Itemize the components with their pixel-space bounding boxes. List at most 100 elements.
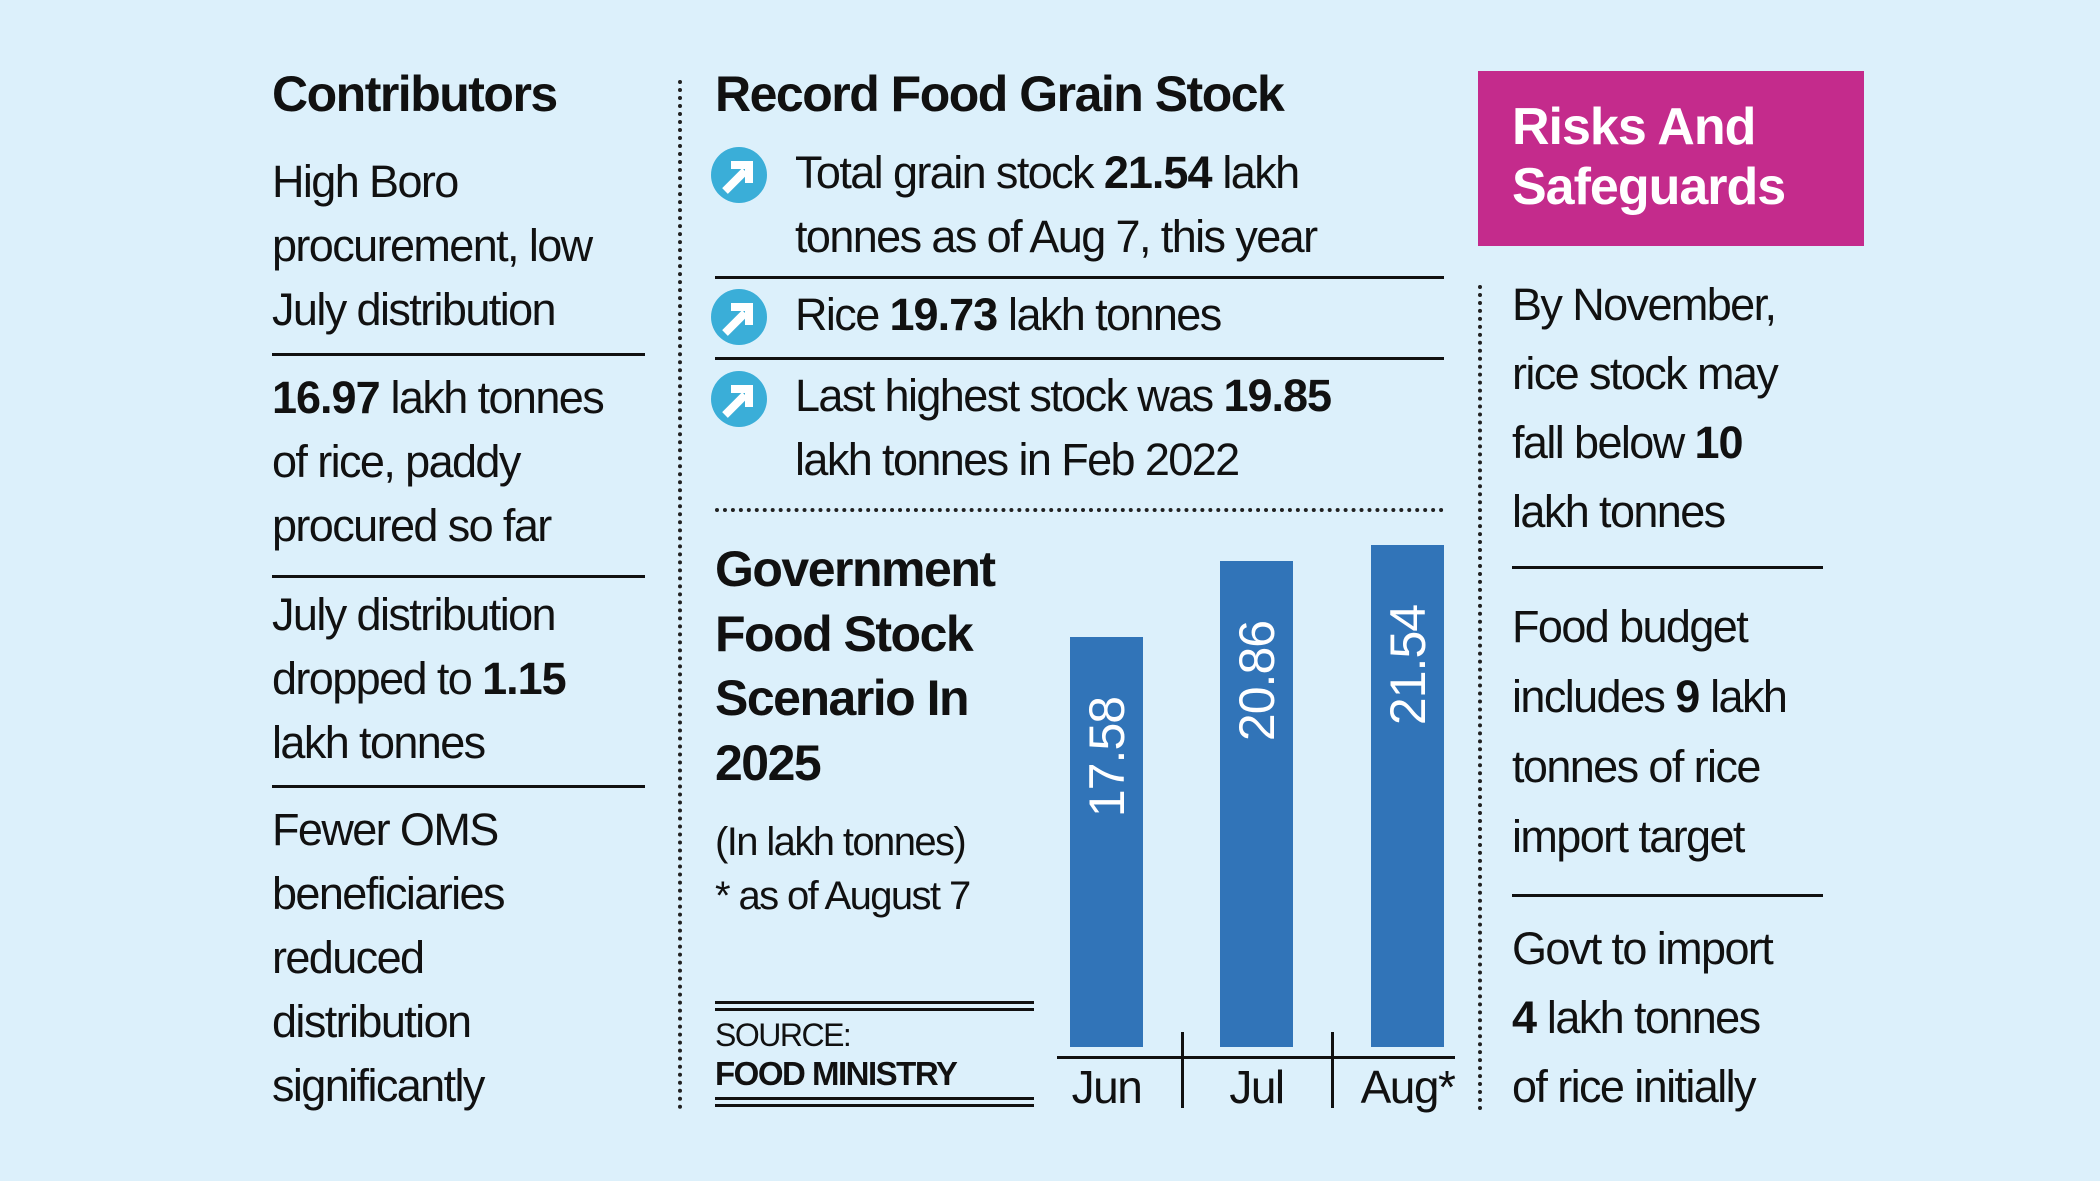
contributor-3: July distribution dropped to 1.15 lakh t… — [272, 583, 567, 775]
highlight-value: 1.15 — [482, 653, 567, 704]
column-separator — [1478, 285, 1482, 1111]
chart-title-line: Scenario In — [715, 670, 970, 726]
chart-notes: (In lakh tonnes) * as of August 7 — [715, 815, 971, 923]
risks-title-line: Risks And — [1512, 98, 1756, 156]
text-line: 16.97 lakh tonnes — [272, 366, 605, 430]
source-name: FOOD MINISTRY — [715, 1055, 958, 1092]
chart-title: Government Food Stock Scenario In 2025 — [715, 537, 996, 795]
text-line: Rice 19.73 lakh tonnes — [795, 283, 1222, 347]
contributors-title: Contributors — [272, 66, 558, 122]
text: lakh — [1699, 671, 1788, 722]
text-line: Total grain stock 21.54 lakh — [795, 141, 1316, 205]
x-axis — [1057, 1056, 1455, 1059]
footnote: * as of August 7 — [715, 874, 971, 918]
text-line: High Boro — [272, 156, 459, 207]
text-line: July distribution — [272, 284, 557, 335]
bar-jul — [1220, 560, 1293, 1047]
risk-3: Govt to import 4 lakh tonnes of rice ini… — [1512, 914, 1774, 1121]
x-tick-label: Aug* — [1360, 1061, 1456, 1113]
text: Last highest stock was — [795, 370, 1224, 421]
divider — [1512, 566, 1823, 569]
highlight-value: 19.73 — [889, 289, 999, 340]
text-line: Fewer OMS — [272, 804, 499, 855]
text: lakh tonnes — [379, 372, 605, 423]
text-line: reduced — [272, 932, 425, 983]
bar-value-label: 21.54 — [1379, 604, 1436, 726]
chart-title-line: Government — [715, 541, 996, 597]
contributor-4: Fewer OMS beneficiaries reduced distribu… — [272, 798, 505, 1118]
text: lakh — [1211, 147, 1300, 198]
text-line: dropped to 1.15 — [272, 647, 567, 711]
stat-last-highest: Last highest stock was 19.85 lakh tonnes… — [795, 364, 1332, 492]
text-line: beneficiaries — [272, 868, 505, 919]
arrow-up-right-circle-icon — [711, 371, 767, 427]
arrow-up-right-circle-icon — [711, 289, 767, 345]
text-line: Last highest stock was 19.85 — [795, 364, 1332, 428]
text-line: rice stock may — [1512, 348, 1779, 399]
text-line: import target — [1512, 811, 1745, 862]
source-label: SOURCE: — [715, 1017, 852, 1053]
text-line: Govt to import — [1512, 923, 1774, 974]
contributor-2: 16.97 lakh tonnes of rice, paddy procure… — [272, 366, 605, 558]
bar-jun — [1070, 637, 1143, 1047]
category-separator — [1331, 1032, 1334, 1108]
text-line: includes 9 lakh — [1512, 662, 1788, 732]
divider — [1512, 894, 1823, 897]
divider — [715, 276, 1444, 279]
text-line: of rice, paddy — [272, 436, 521, 487]
highlight-value: 10 — [1694, 417, 1744, 468]
text: fall below — [1512, 417, 1695, 468]
risk-2: Food budget includes 9 lakh tonnes of ri… — [1512, 592, 1788, 872]
category-separator — [1181, 1032, 1184, 1108]
text: lakh tonnes — [997, 289, 1222, 340]
text: includes — [1512, 671, 1676, 722]
section-separator — [715, 508, 1444, 512]
text: dropped to — [272, 653, 483, 704]
risks-title-line: Safeguards — [1512, 158, 1786, 216]
text-line: significantly — [272, 1060, 485, 1111]
risks-title-box: Risks And Safeguards — [1478, 71, 1864, 246]
highlight-value: 19.85 — [1223, 370, 1332, 421]
chart-title-line: Food Stock — [715, 605, 974, 662]
text-line: lakh tonnes — [272, 717, 486, 768]
highlight-value: 9 — [1675, 671, 1700, 722]
text-line: of rice initially — [1512, 1061, 1756, 1112]
source-rule — [715, 1001, 1034, 1004]
text-line: procured so far — [272, 500, 552, 551]
text: Rice — [795, 289, 890, 340]
text-line: distribution — [272, 996, 472, 1047]
bar-value-label: 17.58 — [1078, 697, 1135, 818]
source-rule — [715, 1008, 1034, 1011]
text-line: lakh tonnes — [1512, 486, 1726, 537]
text-line: fall below 10 — [1512, 408, 1777, 477]
x-tick-label: Jun — [1071, 1061, 1143, 1113]
unit-note: (In lakh tonnes) — [715, 820, 967, 864]
column-separator — [678, 80, 682, 1110]
text-line: procurement, low — [272, 220, 593, 271]
source-rule — [715, 1097, 1034, 1100]
stat-total-grain: Total grain stock 21.54 lakh tonnes as o… — [795, 141, 1318, 269]
risk-1: By November, rice stock may fall below 1… — [1512, 270, 1779, 546]
divider — [272, 353, 645, 356]
text-line: Food budget — [1512, 601, 1749, 652]
text: Total grain stock — [795, 147, 1104, 198]
text-line: tonnes of rice — [1512, 741, 1761, 792]
text-line: By November, — [1512, 279, 1777, 330]
highlight-value: 21.54 — [1103, 147, 1213, 198]
text-line: July distribution — [272, 589, 557, 640]
record-stock-title: Record Food Grain Stock — [715, 66, 1285, 122]
highlight-value: 4 — [1512, 992, 1537, 1043]
highlight-value: 16.97 — [272, 372, 381, 423]
bar-aug — [1371, 545, 1444, 1047]
text-line: tonnes as of Aug 7, this year — [795, 211, 1318, 262]
x-tick-label: Jul — [1229, 1061, 1285, 1113]
text-line: 4 lakh tonnes — [1512, 983, 1772, 1052]
divider — [272, 785, 645, 788]
source-rule — [715, 1104, 1034, 1107]
chart-title-line: 2025 — [715, 734, 822, 791]
bar-value-label: 20.86 — [1228, 620, 1285, 741]
stat-rice: Rice 19.73 lakh tonnes — [795, 283, 1222, 347]
text-line: lakh tonnes in Feb 2022 — [795, 434, 1240, 485]
divider — [272, 575, 645, 578]
divider — [715, 357, 1444, 360]
